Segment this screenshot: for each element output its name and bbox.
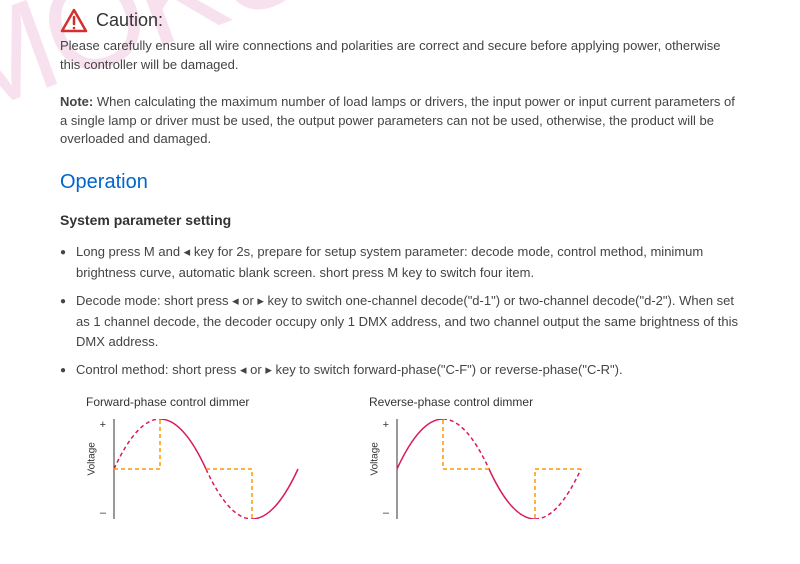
list-item: Long press M and ◂ key for 2s, prepare f…: [60, 242, 740, 284]
minus-label: –: [381, 507, 389, 519]
system-param-subheading: System parameter setting: [60, 212, 740, 228]
plus-label: +: [98, 419, 106, 431]
list-item: Decode mode: short press ◂ or ▸ key to s…: [60, 291, 740, 353]
page-content: Caution: Please carefully ensure all wir…: [0, 0, 800, 519]
caution-header: Caution:: [60, 8, 740, 33]
forward-phase-chart: Forward-phase control dimmer Voltage + –: [86, 395, 299, 519]
chart-title: Reverse-phase control dimmer: [369, 395, 582, 409]
voltage-axis-label: Voltage: [370, 463, 381, 475]
bullet-list: Long press M and ◂ key for 2s, prepare f…: [60, 242, 740, 381]
forward-phase-svg: [109, 419, 299, 519]
voltage-axis-label: Voltage: [87, 463, 98, 475]
minus-label: –: [98, 507, 106, 519]
note-body: When calculating the maximum number of l…: [60, 94, 735, 147]
reverse-phase-chart: Reverse-phase control dimmer Voltage + –: [369, 395, 582, 519]
chart-wrap: Voltage + –: [86, 419, 299, 519]
plus-label: +: [381, 419, 389, 431]
reverse-phase-svg: [392, 419, 582, 519]
operation-heading: Operation: [60, 171, 740, 194]
note-label: Note:: [60, 94, 93, 109]
note-text: Note: When calculating the maximum numbe…: [60, 93, 740, 150]
caution-title: Caution:: [96, 10, 163, 31]
caution-icon: [60, 8, 88, 33]
chart-left-labels: + –: [381, 419, 389, 519]
caution-body: Please carefully ensure all wire connect…: [60, 37, 740, 75]
charts-row: Forward-phase control dimmer Voltage + –: [60, 395, 740, 519]
chart-wrap: Voltage + –: [369, 419, 582, 519]
chart-left-labels: + –: [98, 419, 106, 519]
chart-title: Forward-phase control dimmer: [86, 395, 299, 409]
list-item: Control method: short press ◂ or ▸ key t…: [60, 360, 740, 381]
